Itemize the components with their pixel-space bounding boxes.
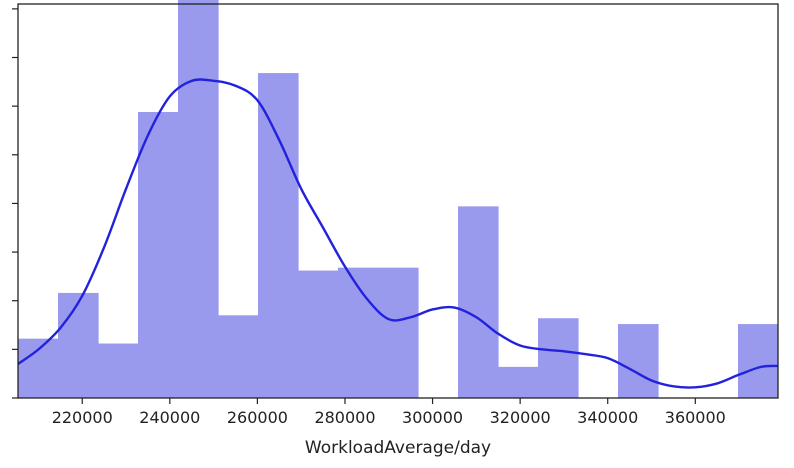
histogram-bar-18 <box>737 324 778 398</box>
histogram-bar-4 <box>177 0 219 398</box>
x-tick-label-6: 340000 <box>577 408 638 427</box>
axis-ticks <box>12 8 696 404</box>
histogram-bar-11 <box>457 206 499 398</box>
x-axis-label: WorkloadAverage/day <box>305 438 491 458</box>
histogram-bar-12 <box>497 366 539 398</box>
histogram-bar-9 <box>377 267 419 398</box>
x-tick-labels: 220000 240000 260000 280000 300000 320000 3400… <box>52 408 726 427</box>
histogram-bar-3 <box>137 111 179 398</box>
x-tick-label-4: 300000 <box>402 408 463 427</box>
histogram-bar-15 <box>617 324 659 398</box>
histogram-bar-13 <box>537 318 579 398</box>
x-tick-label-5: 320000 <box>490 408 551 427</box>
histogram-bar-2 <box>97 343 139 398</box>
histogram-bars <box>18 0 778 398</box>
histogram-bar-1 <box>57 292 99 398</box>
x-tick-label-7: 360000 <box>665 408 726 427</box>
x-tick-label-2: 260000 <box>227 408 288 427</box>
histogram-bar-7 <box>297 270 339 398</box>
histogram-bar-5 <box>217 315 259 398</box>
x-tick-label-3: 280000 <box>314 408 375 427</box>
histogram-bar-6 <box>257 73 299 398</box>
kde-curve-group <box>18 78 778 389</box>
plot-frame <box>17 3 779 399</box>
kde-line <box>18 78 778 389</box>
x-tick-label-1: 240000 <box>139 408 200 427</box>
histogram-bar-0 <box>18 338 59 398</box>
x-tick-label-0: 220000 <box>52 408 113 427</box>
histogram-bar-8 <box>337 267 379 398</box>
